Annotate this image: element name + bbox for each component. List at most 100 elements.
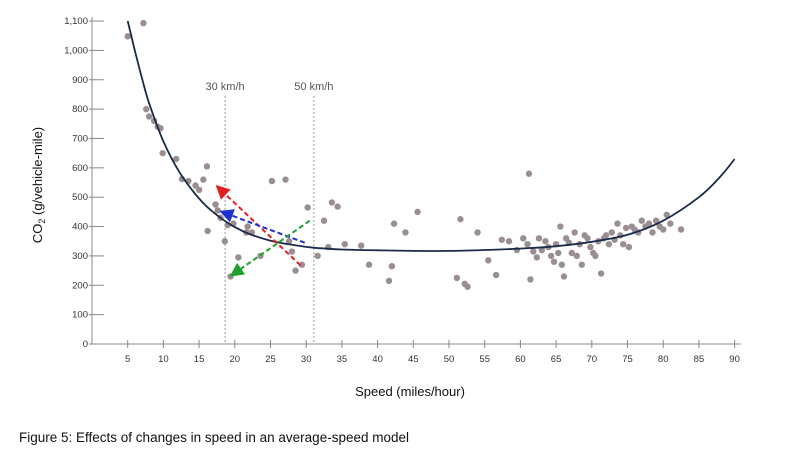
y-tick-label: 100	[72, 310, 88, 321]
data-point	[221, 238, 229, 245]
data-point	[505, 238, 513, 245]
data-point	[538, 246, 546, 254]
data-point	[227, 273, 234, 280]
data-point	[143, 105, 150, 113]
reference-line-label: 50 km/h	[294, 81, 333, 93]
data-point	[592, 252, 599, 260]
data-point	[638, 217, 645, 224]
data-point	[602, 232, 610, 239]
y-tick-label: 200	[72, 280, 88, 291]
data-point	[314, 252, 321, 260]
data-point	[597, 270, 605, 277]
reference-line-label: 30 km/h	[206, 81, 245, 93]
data-point	[555, 249, 562, 257]
data-point	[124, 33, 131, 40]
x-tick-label: 70	[587, 354, 598, 365]
data-point	[204, 227, 211, 235]
data-point	[145, 113, 153, 120]
data-point	[334, 203, 341, 210]
data-point	[677, 226, 685, 233]
data-point	[645, 220, 653, 227]
data-point	[298, 261, 306, 268]
data-point	[173, 155, 180, 163]
data-point	[159, 149, 166, 157]
speed-change-arrow	[229, 219, 311, 277]
y-tick-label: 400	[72, 222, 88, 233]
x-tick-label: 75	[622, 354, 633, 365]
x-tick-label: 30	[301, 354, 312, 365]
data-point	[328, 199, 336, 206]
x-tick-label: 20	[230, 354, 241, 365]
data-point	[365, 261, 373, 268]
data-point	[388, 262, 396, 270]
data-point	[357, 242, 365, 249]
data-point	[625, 243, 633, 251]
y-axis-label-main: CO	[30, 224, 45, 244]
data-point	[550, 258, 558, 265]
data-point	[525, 170, 533, 177]
x-axis: 5 10 15 20 25 30 35 40 45 50 55 60 65 70 75 80 85 90	[92, 340, 741, 365]
data-point	[235, 254, 242, 261]
data-point	[608, 229, 615, 236]
data-point	[192, 182, 199, 189]
y-axis: 0 100 200 300 400 500 600 700 800 900 1,000 1,100	[64, 16, 104, 350]
data-point	[203, 163, 211, 170]
y-tick-label: 300	[72, 251, 88, 262]
data-point	[464, 283, 471, 290]
x-tick-label: 10	[158, 354, 169, 365]
data-point	[320, 217, 328, 224]
data-point	[614, 220, 621, 227]
y-axis-label: CO2 (g/vehicle-mile)	[30, 127, 47, 243]
data-point	[282, 176, 289, 183]
data-point	[474, 229, 481, 236]
data-point	[524, 240, 531, 248]
scatter-points	[124, 19, 685, 290]
data-point	[212, 201, 219, 208]
data-point	[542, 238, 549, 245]
y-axis-label-unit: (g/vehicle-mile)	[30, 127, 45, 219]
data-point	[652, 217, 660, 224]
x-tick-label: 50	[444, 354, 455, 365]
data-point	[214, 207, 221, 214]
x-tick-label: 55	[479, 354, 490, 365]
data-point	[587, 243, 594, 251]
data-point	[498, 236, 506, 243]
data-point	[341, 240, 348, 248]
data-point	[527, 276, 534, 283]
x-tick-label: 65	[551, 354, 562, 365]
y-tick-label: 900	[72, 75, 88, 86]
y-tick-label: 800	[72, 104, 88, 115]
y-tick-label: 500	[72, 192, 88, 203]
data-point	[457, 216, 464, 223]
data-point	[560, 273, 568, 280]
data-point	[649, 229, 656, 236]
figure-caption: Figure 5: Effects of changes in speed in…	[19, 430, 409, 445]
reference-lines: 30 km/h 50 km/h	[206, 81, 333, 344]
x-tick-label: 90	[729, 354, 740, 365]
data-point	[285, 238, 293, 245]
speed-change-arrow	[219, 209, 306, 244]
chart: 0 100 200 300 400 500 600 700 800 900 1,000 1,100 5…	[30, 16, 741, 399]
x-tick-label: 60	[515, 354, 526, 365]
x-tick-label: 45	[408, 354, 419, 365]
x-axis-label: Speed (miles/hour)	[355, 384, 465, 399]
data-point	[622, 224, 630, 232]
data-point	[304, 204, 311, 211]
data-point	[571, 229, 578, 236]
data-point	[453, 274, 461, 282]
x-tick-label: 25	[265, 354, 276, 365]
y-axis-label-subscript: 2	[37, 219, 47, 224]
data-point	[268, 177, 276, 185]
y-tick-label: 600	[72, 163, 88, 174]
data-point	[605, 240, 613, 248]
data-point	[547, 252, 555, 260]
data-point	[535, 235, 543, 242]
y-tick-label: 1,000	[64, 45, 88, 56]
y-tick-label: 700	[72, 133, 88, 144]
x-tick-label: 80	[658, 354, 669, 365]
data-point	[200, 176, 207, 183]
data-point	[402, 229, 409, 236]
x-tick-label: 5	[125, 354, 130, 365]
data-point	[660, 226, 667, 233]
data-point	[195, 186, 203, 194]
